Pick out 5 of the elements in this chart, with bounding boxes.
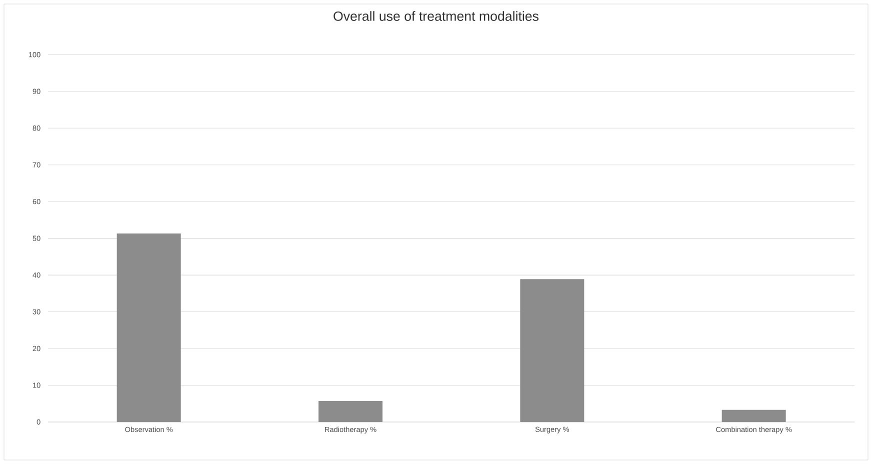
bar	[722, 410, 786, 422]
bar	[520, 279, 584, 422]
bar	[318, 401, 382, 422]
bar	[116, 234, 181, 422]
chart-title: Overall use of treatment modalities	[334, 11, 538, 21]
